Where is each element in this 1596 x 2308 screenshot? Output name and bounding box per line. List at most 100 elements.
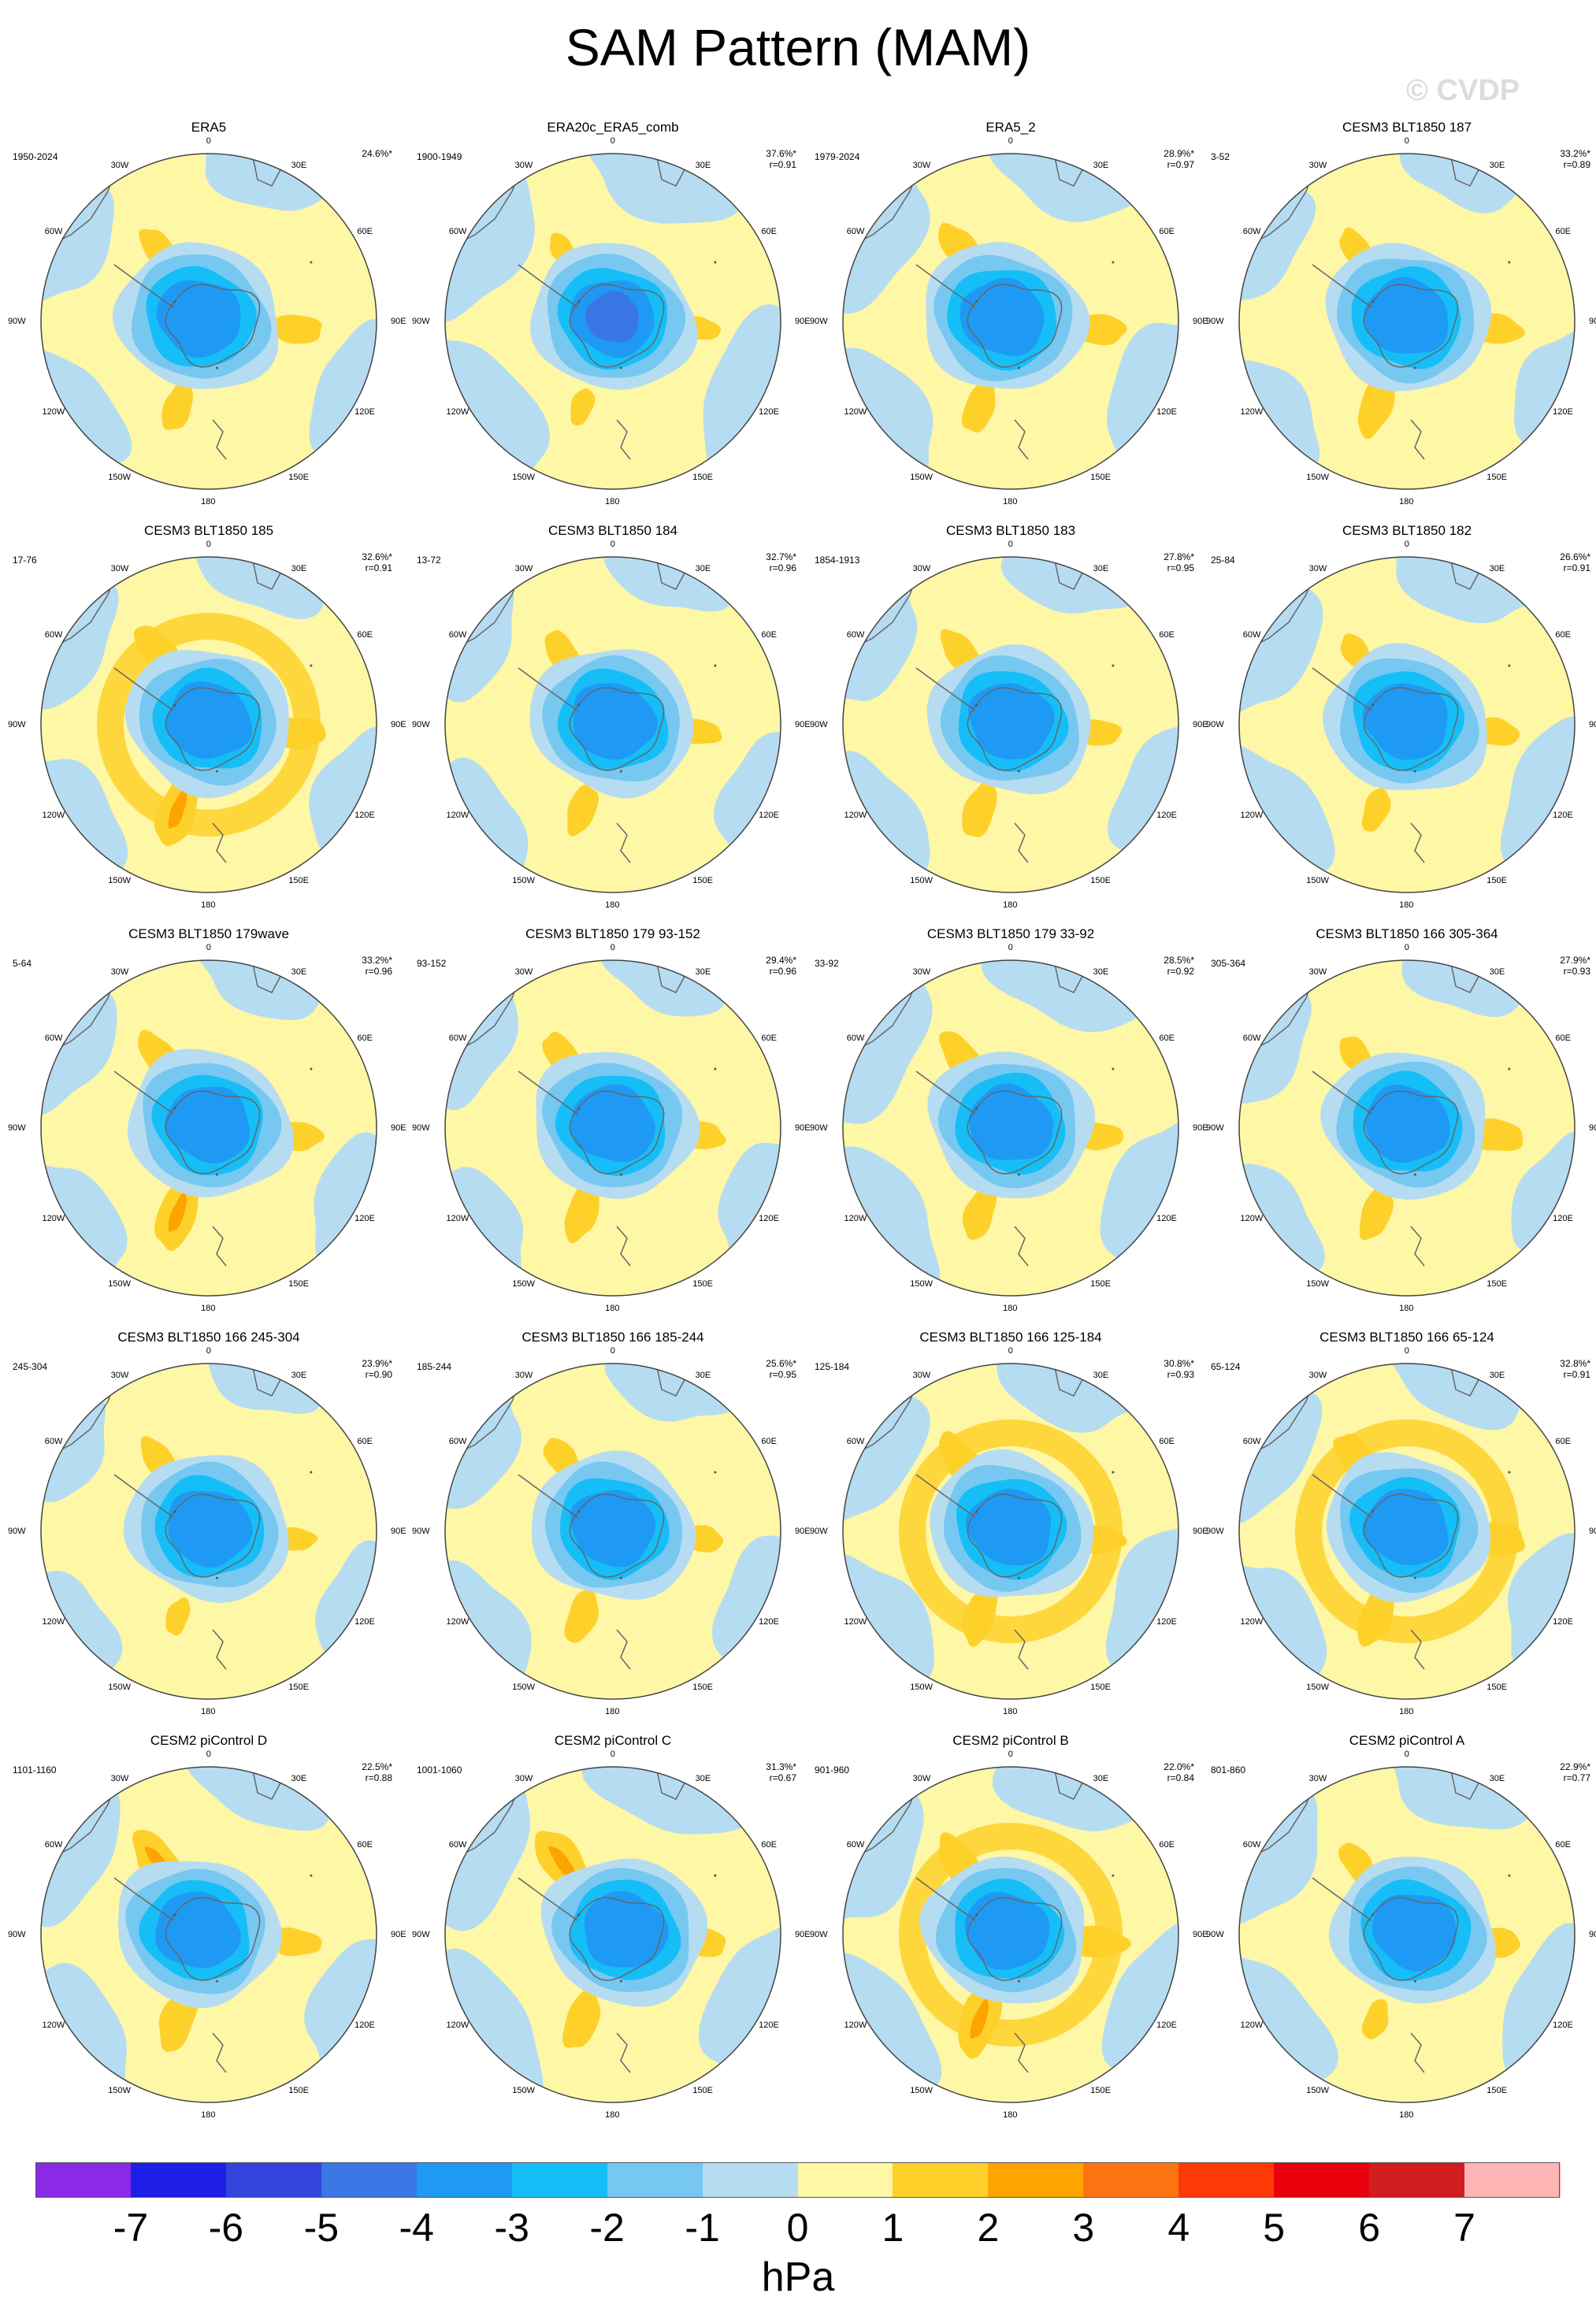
stipple-dot	[173, 300, 176, 303]
stipple-dot	[215, 770, 218, 773]
new-zealand-coastline	[1014, 1629, 1029, 1670]
panel-variance-pct: 22.5%*	[362, 1761, 392, 1772]
longitude-label: 150E	[1487, 473, 1507, 483]
longitude-label: 30E	[1489, 967, 1505, 977]
longitude-label: 0	[1008, 1750, 1013, 1759]
longitude-label: 90W	[412, 1527, 430, 1536]
longitude-label: 90W	[1206, 1930, 1224, 1939]
longitude-label: 60W	[1242, 1436, 1261, 1446]
longitude-label: 0	[206, 540, 211, 549]
weak-negative-patch	[195, 557, 329, 619]
antarctica-coastline	[569, 1494, 665, 1578]
panel-period: 801-860	[1211, 1764, 1246, 1776]
stipple-dot	[310, 1471, 313, 1474]
panel-period: 93-152	[417, 958, 447, 969]
africa-coastline	[1053, 154, 1086, 187]
new-zealand-coastline	[212, 1226, 227, 1267]
colorbar-unit-label: hPa	[761, 2254, 835, 2300]
positive-anomaly-lobe	[567, 785, 599, 837]
antarctic-peninsula-coastline	[915, 667, 976, 711]
panel-title: ERA5_2	[985, 120, 1036, 135]
panel-variance-pct: 33.2%*	[1560, 148, 1590, 159]
longitude-label: 150E	[1090, 1683, 1111, 1693]
antarctica-coastline	[165, 687, 261, 771]
antarctic-peninsula-coastline	[113, 1474, 174, 1518]
longitude-label: 180	[605, 497, 620, 506]
colorbar-tick-label: -5	[303, 2206, 340, 2250]
antarctica-coastline	[1363, 1090, 1459, 1174]
positive-anomaly-lobe	[962, 1186, 997, 1240]
longitude-label: 60W	[44, 226, 63, 236]
polar-map	[444, 556, 781, 893]
antarctic-peninsula-coastline	[113, 1877, 174, 1921]
negative-anomaly-contour	[570, 1490, 656, 1568]
longitude-label: 90E	[795, 1123, 811, 1133]
africa-coastline	[251, 154, 284, 187]
longitude-label: 90E	[1589, 720, 1596, 729]
panel-period: 17-76	[13, 555, 37, 566]
strong-positive-core	[168, 1192, 187, 1233]
map-panel: CESM3 BLT1850 184 13-72 32.7%* r=0.96 0 30E 60…	[412, 520, 812, 928]
stipple-dot	[1371, 703, 1375, 707]
colorbar-segment	[1178, 2162, 1275, 2198]
colorbar-segment	[225, 2162, 322, 2198]
antarctica-coastline	[1363, 687, 1459, 771]
longitude-label: 60W	[1242, 629, 1261, 640]
longitude-label: 90E	[1193, 720, 1208, 729]
colorbar-segment	[416, 2162, 513, 2198]
weak-negative-patch	[988, 154, 1140, 222]
longitude-label: 60E	[357, 1033, 373, 1043]
stipple-dot	[1508, 261, 1511, 264]
antarctic-peninsula-coastline	[518, 264, 578, 308]
longitude-label: 30W	[1308, 1370, 1327, 1380]
negative-anomaly-contour	[570, 1084, 655, 1163]
map-boundary	[444, 1363, 781, 1700]
new-zealand-coastline	[616, 419, 631, 460]
longitude-label: 0	[1404, 1750, 1409, 1759]
map-boundary	[40, 959, 377, 1297]
positive-anomaly-lobe	[961, 1589, 998, 1647]
longitude-label: 180	[201, 2110, 216, 2120]
longitude-label: 30W	[912, 967, 931, 977]
longitude-label: 30E	[1093, 160, 1109, 170]
colorbar-tick-label: -4	[399, 2206, 434, 2250]
longitude-label: 120W	[446, 810, 470, 820]
map-boundary	[842, 153, 1179, 490]
panel-period: 1979-2024	[815, 151, 860, 162]
longitude-label: 60W	[846, 1436, 865, 1446]
longitude-label: 120W	[844, 1616, 867, 1627]
panel-pattern-correlation: r=0.93	[1563, 966, 1590, 977]
panel-period: 185-244	[417, 1361, 452, 1372]
longitude-label: 30W	[110, 1370, 129, 1380]
map-panel: ERA20c_ERA5_comb 1900-1949 37.6%* r=0.91 0 30…	[412, 117, 812, 525]
longitude-label: 180	[1399, 1707, 1414, 1716]
longitude-label: 60W	[44, 1839, 63, 1850]
longitude-label: 150E	[692, 1279, 713, 1289]
panel-period: 33-92	[815, 958, 839, 969]
negative-anomaly-contour	[959, 277, 1045, 356]
africa-coastline	[1449, 154, 1483, 187]
antarctica-coastline	[967, 1897, 1063, 1981]
negative-anomaly-contour	[156, 280, 241, 358]
weak-negative-patch	[600, 960, 728, 1017]
panel-variance-pct: 28.5%*	[1164, 955, 1194, 966]
longitude-label: 60W	[1242, 226, 1261, 236]
longitude-label: 90E	[1589, 1527, 1596, 1536]
stipple-dot	[577, 703, 581, 707]
longitude-label: 180	[1399, 900, 1414, 910]
longitude-label: 120E	[354, 2020, 375, 2030]
map-panel: CESM3 BLT1850 166 65-124 65-124 32.8%* r=0.…	[1206, 1327, 1596, 1735]
weak-negative-patch	[445, 158, 535, 324]
longitude-label: 150W	[512, 1279, 536, 1289]
stipple-dot	[1017, 1980, 1020, 1983]
antarctica-coastline	[569, 1897, 665, 1981]
colorbar-segment	[893, 2162, 989, 2198]
new-zealand-coastline	[616, 1629, 631, 1670]
panel-title: CESM3 BLT1850 185	[143, 523, 274, 538]
map-boundary	[1238, 1766, 1576, 2103]
new-zealand-coastline	[1410, 2032, 1425, 2073]
stipple-dot	[173, 1913, 176, 1917]
longitude-label: 150E	[692, 2086, 713, 2096]
panel-period: 3-52	[1211, 151, 1230, 162]
stipple-dot	[619, 1173, 622, 1176]
